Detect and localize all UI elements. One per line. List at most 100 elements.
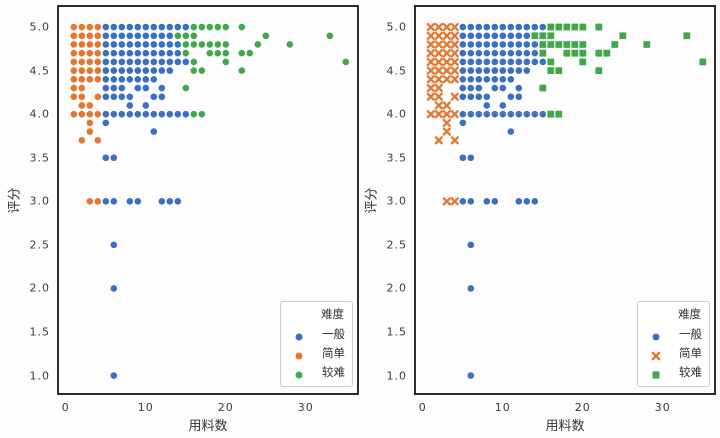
data-point: [110, 49, 118, 57]
data-point: [523, 58, 531, 66]
right-scatter-panel: 0 10 20 30 5.0 4.5 4.0 3.5 3.0 2.5 2.0 1.5 1.0 用料数 …: [365, 5, 716, 434]
data-point: [78, 102, 86, 109]
data-point: [295, 352, 303, 359]
data-point: [531, 58, 539, 66]
scatter-points-layer: [70, 23, 350, 379]
data-point: [86, 102, 94, 109]
data-point: [426, 49, 435, 58]
data-point: [94, 23, 102, 31]
y-tick-label: 2.0: [386, 281, 407, 295]
data-point: [142, 67, 150, 74]
data-point: [118, 93, 126, 101]
data-point: [118, 67, 126, 74]
data-point: [110, 198, 118, 205]
data-point: [515, 58, 523, 66]
data-point: [182, 41, 190, 48]
data-point: [78, 110, 86, 118]
data-point: [507, 128, 515, 135]
data-point: [467, 41, 475, 48]
data-point: [507, 32, 515, 40]
data-point: [491, 76, 499, 83]
data-point: [450, 136, 459, 145]
data-point: [118, 84, 126, 92]
data-point: [158, 32, 166, 40]
data-point: [86, 32, 94, 40]
data-point: [150, 93, 158, 101]
data-point: [571, 49, 579, 57]
data-point: [158, 110, 166, 118]
data-point: [555, 67, 563, 75]
data-point: [150, 49, 158, 57]
data-point: [126, 58, 134, 66]
data-point: [475, 84, 483, 92]
legend-item: 较难: [644, 362, 703, 381]
data-point: [491, 32, 499, 40]
data-point: [142, 32, 150, 40]
data-point: [442, 110, 451, 119]
data-point: [579, 41, 587, 48]
data-point: [295, 333, 303, 340]
legend-marker-x-icon: [649, 347, 663, 360]
data-point: [110, 32, 118, 40]
legend-label: 较难: [679, 364, 702, 379]
data-point: [515, 198, 523, 205]
data-point: [222, 23, 230, 31]
data-point: [595, 23, 603, 31]
data-point: [134, 110, 142, 118]
data-point: [442, 40, 451, 49]
data-point: [126, 41, 134, 48]
data-point: [158, 84, 166, 92]
data-point: [539, 32, 547, 40]
data-point: [652, 333, 660, 340]
data-point: [515, 32, 523, 40]
data-point: [174, 32, 182, 40]
data-point: [70, 110, 78, 118]
data-point: [459, 110, 467, 118]
data-point: [459, 41, 467, 48]
data-point: [262, 32, 270, 40]
data-point: [326, 32, 334, 40]
data-point: [652, 370, 660, 379]
data-point: [459, 76, 467, 83]
data-point: [158, 198, 166, 205]
data-point: [483, 198, 491, 205]
data-point: [110, 67, 118, 74]
data-point: [182, 49, 190, 57]
data-point: [102, 67, 110, 74]
data-point: [86, 58, 94, 66]
x-axis-label: 用料数: [545, 419, 585, 434]
data-point: [198, 67, 206, 74]
data-point: [459, 154, 467, 162]
data-point: [94, 198, 102, 205]
y-tick-label: 2.5: [386, 238, 407, 252]
y-tick-label: 1.5: [386, 325, 407, 339]
data-point: [295, 371, 303, 378]
data-point: [222, 49, 230, 57]
data-point: [555, 23, 563, 31]
data-point: [158, 58, 166, 66]
data-point: [78, 84, 86, 92]
data-point: [142, 58, 150, 66]
data-point: [134, 84, 142, 92]
data-point: [459, 119, 467, 127]
data-point: [174, 41, 182, 48]
data-point: [459, 49, 467, 57]
data-point: [467, 32, 475, 40]
data-point: [571, 41, 579, 48]
data-point: [434, 136, 443, 145]
data-point: [450, 197, 459, 206]
data-point: [483, 58, 491, 66]
y-tick-label: 1.5: [29, 325, 50, 339]
data-point: [483, 23, 491, 31]
data-point: [86, 23, 94, 31]
data-point: [483, 93, 491, 101]
data-point: [539, 49, 547, 57]
data-point: [515, 84, 523, 92]
x-tick-label: 0: [418, 401, 427, 414]
data-point: [166, 110, 174, 118]
data-point: [523, 41, 531, 48]
legend-item: 简单: [287, 343, 346, 362]
data-point: [110, 110, 118, 118]
data-point: [102, 49, 110, 57]
data-point: [555, 110, 563, 118]
